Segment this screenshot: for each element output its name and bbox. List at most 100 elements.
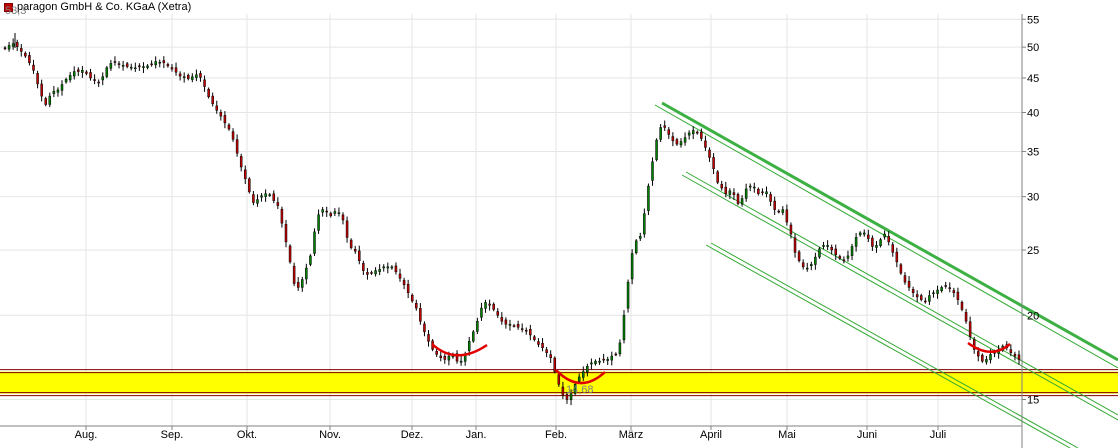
x-tick-label: Mai [778,429,796,441]
candle-body [920,295,923,300]
candle-body [227,124,231,130]
candle-body [378,269,381,272]
candle-body [182,76,186,78]
candle-body [11,43,15,47]
candle-body [728,190,732,195]
candle-body [333,211,337,214]
candle-body [455,353,459,362]
candle-body [349,239,353,248]
candle-body [398,273,402,279]
candle-body [590,362,593,365]
candle-body [753,186,756,189]
y-tick-label: 15 [1027,394,1039,406]
candle-body [32,64,35,71]
y-tick-label: 45 [1027,73,1039,85]
candle-body [671,136,675,142]
annotation-low: 14,68 [566,384,594,396]
candle-body [663,125,666,128]
candle-body [630,253,634,280]
candle-body [639,236,642,239]
candle-body [199,73,202,78]
candle-body [610,355,614,361]
candle-body [138,65,141,68]
candle-body [305,267,308,280]
candle-body [793,237,797,253]
channel-line [710,242,1079,448]
legend-label: paragon GmbH & Co. KGaA (Xetra) [17,1,192,13]
candle-body [85,71,88,74]
candle-body [191,76,194,80]
candle-body [720,184,723,189]
candle-body [439,355,442,358]
candle-body [52,91,56,94]
candle-body [178,73,182,77]
candle-body [964,312,968,322]
candle-body [748,185,752,188]
candle-body [867,234,870,239]
candle-body [353,249,357,252]
candle-body [24,52,27,57]
candle-body [260,195,263,198]
bottom-marker-arc [967,341,1011,353]
candle-body [20,48,23,52]
candle-body [358,250,361,261]
candle-body [239,156,243,168]
candle-body [769,194,772,202]
candle-body [696,131,699,134]
candle-body [626,281,630,309]
channel-line [681,174,1118,421]
candle-body [883,233,886,238]
candle-body [700,131,703,139]
candle-body [618,342,622,355]
candle-body [797,251,801,261]
candle-body [317,214,320,231]
candle-body [687,132,691,136]
candle-body [614,353,618,356]
candle-body [480,307,483,318]
candle-body [386,266,390,269]
candle-body [516,323,520,328]
candle-body [415,302,418,309]
channel-line [705,244,1071,448]
candle-body [280,208,284,224]
candle-body [435,351,438,355]
candle-body [77,69,80,72]
candle-body [207,88,210,98]
candle-body [651,161,654,181]
candle-body [264,193,267,197]
annotation-high: 53,3 [5,5,26,17]
candle-body [117,63,121,65]
candle-body [838,256,842,259]
candle-body [777,210,780,213]
candle-body [170,67,174,70]
candle-body [801,262,805,268]
candle-body [789,224,793,235]
candle-body [410,294,414,302]
candle-body [154,61,157,66]
y-tick-label: 50 [1027,42,1039,54]
candle-body [773,200,776,210]
candle-body [44,98,47,105]
y-tick-label: 25 [1027,245,1039,257]
candle-body [362,263,365,271]
candle-body [40,83,43,97]
candle-body [195,74,198,78]
annotations: 53,3 14,68 [5,5,594,396]
candle-body [985,359,988,363]
x-tick-label: Sep. [161,429,184,441]
candle-body [150,63,153,66]
candle-body [341,214,345,221]
bottom-markers [431,341,1011,385]
candle-body [875,245,878,248]
candle-body [1017,354,1021,360]
candle-body [814,256,817,265]
candle-body [337,212,341,214]
x-tick-label: Jan. [466,429,487,441]
candle-body [647,185,650,211]
candle-body [370,272,373,274]
candle-body [211,95,214,105]
legend-swatch [4,2,13,12]
candle-body [288,245,292,263]
candle-body [467,341,471,351]
candle-body [586,366,589,373]
